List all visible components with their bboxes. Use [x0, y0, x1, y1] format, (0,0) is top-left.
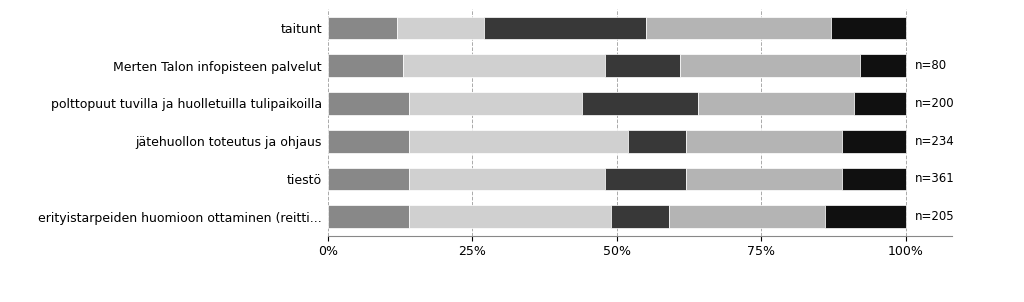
Bar — [484, 17, 646, 39]
Bar — [646, 17, 830, 39]
Bar — [825, 205, 906, 228]
Bar — [843, 130, 906, 153]
Bar — [409, 130, 629, 153]
Bar — [830, 17, 906, 39]
Text: n=200: n=200 — [914, 97, 954, 110]
Bar — [669, 205, 825, 228]
Bar — [328, 168, 409, 190]
Bar — [328, 17, 397, 39]
Bar — [409, 168, 605, 190]
Bar — [328, 92, 409, 115]
Bar — [843, 168, 906, 190]
Text: n=80: n=80 — [914, 59, 947, 72]
Bar — [611, 205, 669, 228]
Bar — [860, 54, 906, 77]
Bar — [409, 205, 611, 228]
Bar — [409, 92, 583, 115]
Bar — [854, 92, 906, 115]
Bar — [686, 168, 843, 190]
Text: n=205: n=205 — [914, 210, 954, 223]
Text: n=234: n=234 — [914, 135, 954, 148]
Bar — [583, 92, 697, 115]
Bar — [328, 205, 409, 228]
Bar — [697, 92, 854, 115]
Bar — [605, 168, 686, 190]
Bar — [328, 130, 409, 153]
Bar — [328, 54, 402, 77]
Bar — [681, 54, 860, 77]
Bar — [686, 130, 843, 153]
Bar — [402, 54, 605, 77]
Text: n=361: n=361 — [914, 172, 954, 185]
Bar — [629, 130, 686, 153]
Bar — [397, 17, 484, 39]
Bar — [605, 54, 681, 77]
